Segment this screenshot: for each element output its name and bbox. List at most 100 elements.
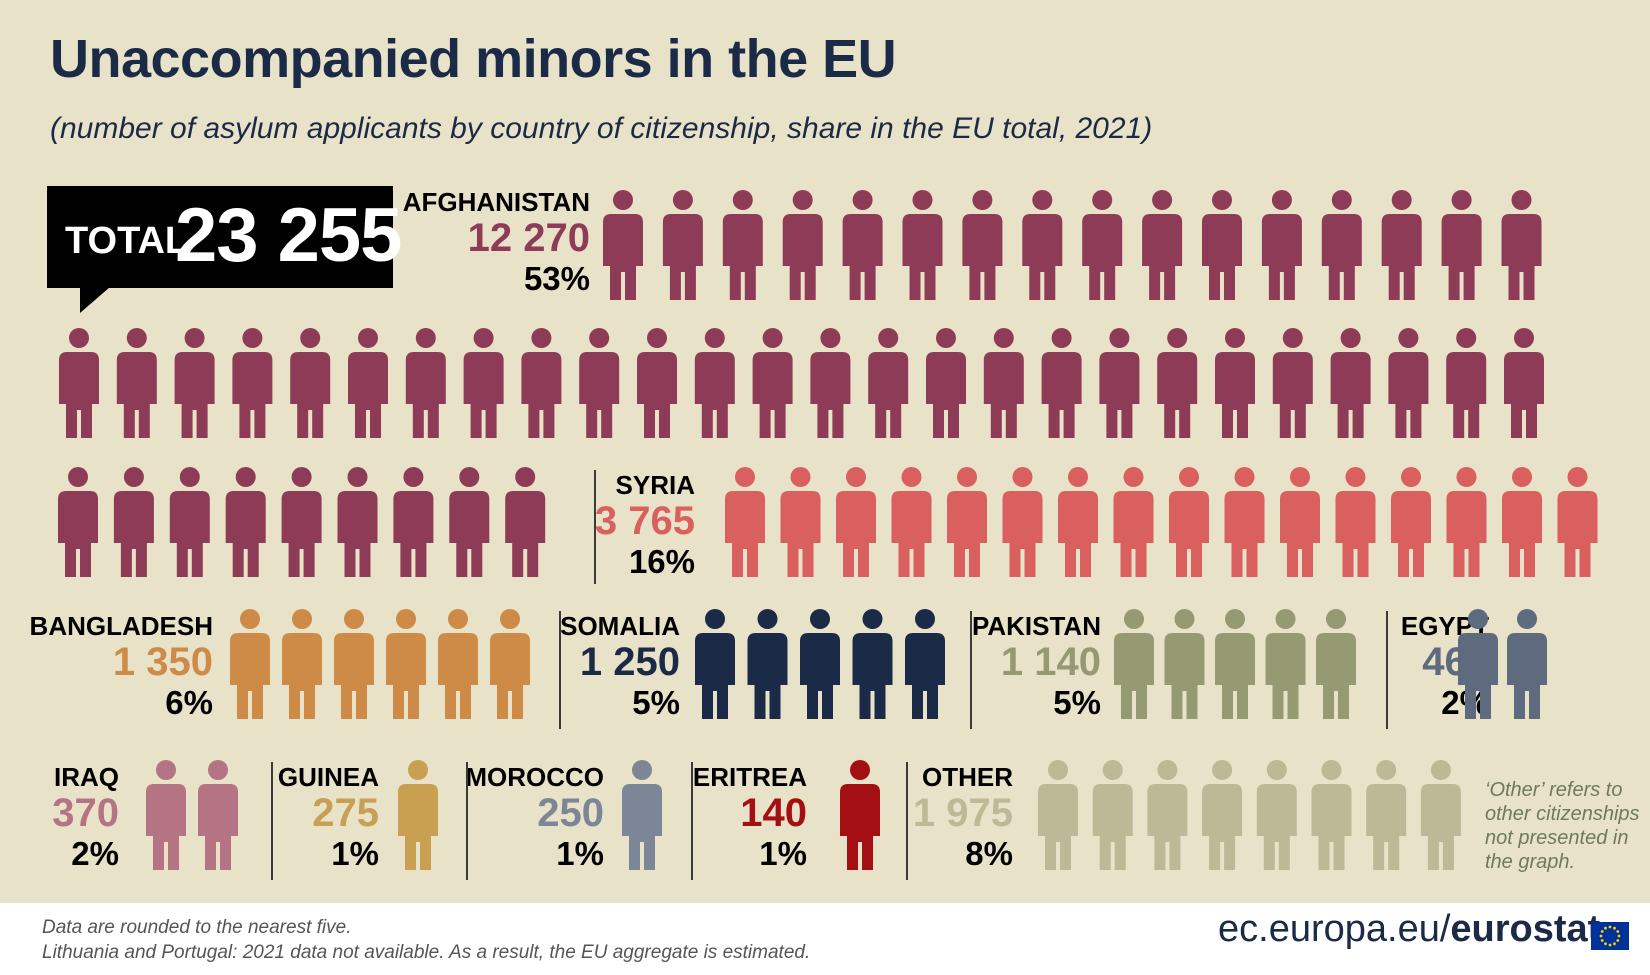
person-icon-other (1038, 760, 1078, 870)
country-name: PAKISTAN (971, 611, 1101, 641)
other-note: ‘Other’ refers to other citizenships not… (1485, 779, 1640, 873)
divider (594, 470, 596, 584)
person-icon-afghanistan (579, 328, 620, 438)
label-guinea: GUINEA 275 1% (278, 762, 379, 874)
person-icon-syria (1446, 467, 1487, 577)
person-icon-afghanistan (1099, 328, 1140, 438)
chart-subtitle: (number of asylum applicants by country … (50, 112, 1153, 145)
person-icon-pakistan (1114, 609, 1154, 719)
person-icon-other (1147, 760, 1188, 870)
label-somalia: SOMALIA 1 250 5% (560, 611, 680, 723)
country-name: IRAQ (54, 762, 119, 792)
person-icon-bangladesh (282, 609, 322, 719)
country-value: 275 (312, 791, 379, 835)
person-icon-afghanistan (281, 467, 322, 577)
country-value: 1 250 (579, 640, 680, 684)
person-icon-afghanistan (463, 328, 504, 438)
eu-flag-icon (1591, 922, 1629, 950)
country-name: BANGLADESH (29, 611, 213, 641)
person-icon-afghanistan (1330, 328, 1371, 438)
person-icon-bangladesh (438, 609, 478, 719)
person-icon-pakistan (1316, 609, 1356, 719)
person-icon-afghanistan (1215, 328, 1255, 438)
divider (559, 611, 561, 729)
person-icon-afghanistan (59, 328, 99, 438)
person-icon-afghanistan (1441, 190, 1482, 300)
person-icon-pakistan (1215, 609, 1255, 719)
person-icon-afghanistan (603, 190, 643, 300)
chart-title: Unaccompanied minors in the EU (50, 29, 897, 89)
country-share: 1% (331, 835, 379, 872)
total-label: TOTAL (65, 220, 189, 262)
person-icon-other (1202, 760, 1243, 870)
person-icon-eritrea (840, 760, 880, 870)
person-icon-syria (836, 467, 876, 577)
country-name: AFGHANISTAN (402, 187, 590, 217)
person-icon-afghanistan (752, 328, 793, 438)
label-syria: SYRIA 3 765 16% (595, 470, 695, 582)
country-value: 1 975 (912, 791, 1013, 835)
divider (271, 762, 273, 880)
label-eritrea: ERITREA 140 1% (693, 762, 807, 874)
person-icon-syria (1002, 467, 1043, 577)
person-icon-afghanistan (232, 328, 273, 438)
person-icon-afghanistan (169, 467, 210, 577)
person-icon-afghanistan (868, 328, 909, 438)
person-icon-afghanistan (290, 328, 331, 438)
label-pakistan: PAKISTAN 1 140 5% (972, 611, 1101, 723)
person-icon-afghanistan (1202, 190, 1242, 300)
divider (1386, 611, 1388, 729)
person-icon-syria (1391, 467, 1431, 577)
person-icon-syria (1335, 467, 1376, 577)
label-iraq: IRAQ 370 2% (52, 762, 119, 874)
person-icon-afghanistan (1041, 328, 1082, 438)
person-icon-iraq (198, 760, 238, 870)
person-icon-afghanistan (1504, 328, 1544, 438)
divider (970, 611, 972, 729)
country-share: 53% (523, 260, 590, 297)
person-icon-afghanistan (722, 190, 763, 300)
person-icon-afghanistan (505, 467, 546, 577)
country-value: 140 (740, 791, 807, 835)
person-icon-afghanistan (842, 190, 883, 300)
person-icon-afghanistan (637, 328, 677, 438)
country-name: SYRIA (615, 470, 695, 500)
person-icon-afghanistan (1261, 190, 1302, 300)
person-icon-afghanistan (1388, 328, 1429, 438)
country-value: 12 270 (467, 216, 590, 260)
country-value: 1 140 (1000, 640, 1101, 684)
person-icon-bangladesh (386, 609, 426, 719)
person-icon-afghanistan (926, 328, 966, 438)
person-icon-afghanistan (1082, 190, 1123, 300)
person-icon-afghanistan (810, 328, 851, 438)
person-icon-afghanistan (902, 190, 943, 300)
footer (0, 903, 1650, 975)
footnote-estimate: Lithuania and Portugal: 2021 data not av… (42, 942, 811, 963)
person-icon-afghanistan (983, 328, 1024, 438)
person-icon-afghanistan (1501, 190, 1542, 300)
country-name: SOMALIA (560, 611, 680, 641)
person-icon-afghanistan (337, 467, 378, 577)
person-icon-afghanistan (782, 190, 823, 300)
person-icon-afghanistan (662, 190, 703, 300)
country-value: 3 765 (594, 499, 695, 543)
divider (466, 762, 468, 880)
person-icon-afghanistan (113, 467, 154, 577)
person-icon-afghanistan (1381, 190, 1422, 300)
label-bangladesh: BANGLADESH 1 350 6% (30, 611, 213, 723)
person-icon-other (1092, 760, 1133, 870)
brand-domain: ec.europa.eu/ (1218, 908, 1451, 950)
person-icon-somalia (905, 609, 945, 719)
person-icon-somalia (800, 609, 840, 719)
divider (691, 762, 693, 880)
person-icon-afghanistan (449, 467, 490, 577)
country-name: GUINEA (277, 762, 379, 792)
person-icon-afghanistan (393, 467, 434, 577)
person-icon-other (1256, 760, 1297, 870)
person-icon-bangladesh (490, 609, 530, 719)
country-name: ERITREA (692, 762, 807, 792)
country-share: 1% (556, 835, 604, 872)
person-icon-afghanistan (1022, 190, 1063, 300)
person-icon-other (1311, 760, 1352, 870)
